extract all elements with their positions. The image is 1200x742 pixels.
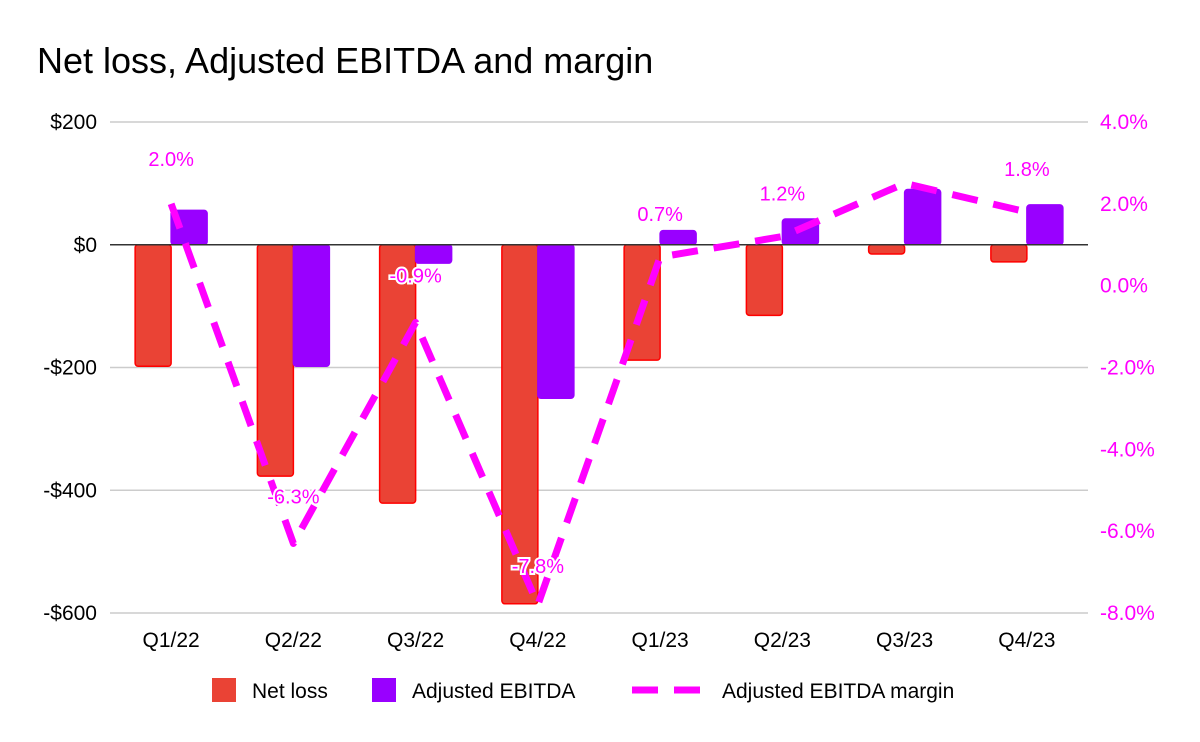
y-right-tick-label: 4.0% (1100, 111, 1148, 134)
legend-swatch (212, 678, 236, 702)
adjusted-ebitda-bar (659, 229, 697, 246)
x-category-label: Q1/23 (632, 629, 689, 652)
margin-data-label: -6.3% (267, 486, 319, 508)
net-loss-bar (134, 244, 172, 368)
y-left-tick-label: -$200 (43, 357, 97, 380)
legend-label: Net loss (252, 680, 328, 703)
y-right-tick-label: -2.0% (1100, 357, 1155, 380)
adjusted-ebitda-bar (292, 244, 331, 368)
net-loss-bar (867, 244, 906, 255)
margin-data-label: -7.8% (512, 556, 564, 578)
y-left-tick-label: $0 (74, 234, 97, 257)
chart-title: Net loss, Adjusted EBITDA and margin (37, 40, 654, 81)
y-right-tick-label: 0.0% (1100, 275, 1148, 298)
adjusted-ebitda-bar (903, 188, 942, 246)
net-loss-bar (501, 244, 539, 605)
adjusted-ebitda-bar (1026, 204, 1064, 246)
y-left-tick-label: -$400 (43, 479, 97, 502)
margin-data-label: 2.0% (148, 149, 194, 171)
adjusted-ebitda-bar (414, 244, 453, 264)
y-left-tick-label: $200 (50, 111, 97, 134)
x-category-label: Q3/22 (387, 629, 444, 652)
x-category-label: Q4/23 (998, 629, 1055, 652)
y-right-tick-label: 2.0% (1100, 193, 1148, 216)
legend-label: Adjusted EBITDA margin (722, 680, 954, 703)
net-loss-bar (256, 244, 295, 477)
x-category-label: Q2/22 (265, 629, 322, 652)
adjusted-ebitda-bar (537, 244, 575, 399)
x-category-label: Q3/23 (876, 629, 933, 652)
margin-data-label: 0.7% (637, 204, 683, 226)
y-right-tick-label: -6.0% (1100, 520, 1155, 543)
x-category-label: Q1/22 (143, 629, 200, 652)
margin-data-label: 1.8% (1004, 159, 1050, 181)
net-loss-bar (745, 244, 784, 317)
margin-data-label: 1.2% (760, 184, 806, 206)
x-category-label: Q2/23 (754, 629, 811, 652)
legend-label: Adjusted EBITDA (412, 680, 575, 703)
y-right-tick-label: -8.0% (1100, 602, 1155, 625)
x-category-label: Q4/22 (509, 629, 566, 652)
adjusted-ebitda-margin-line (167, 179, 1028, 609)
legend-swatch (372, 678, 396, 702)
y-right-tick-label: -4.0% (1100, 438, 1155, 461)
net-loss-bar (990, 244, 1028, 263)
y-left-tick-label: -$600 (43, 602, 97, 625)
margin-data-label: -0.9% (390, 265, 442, 287)
